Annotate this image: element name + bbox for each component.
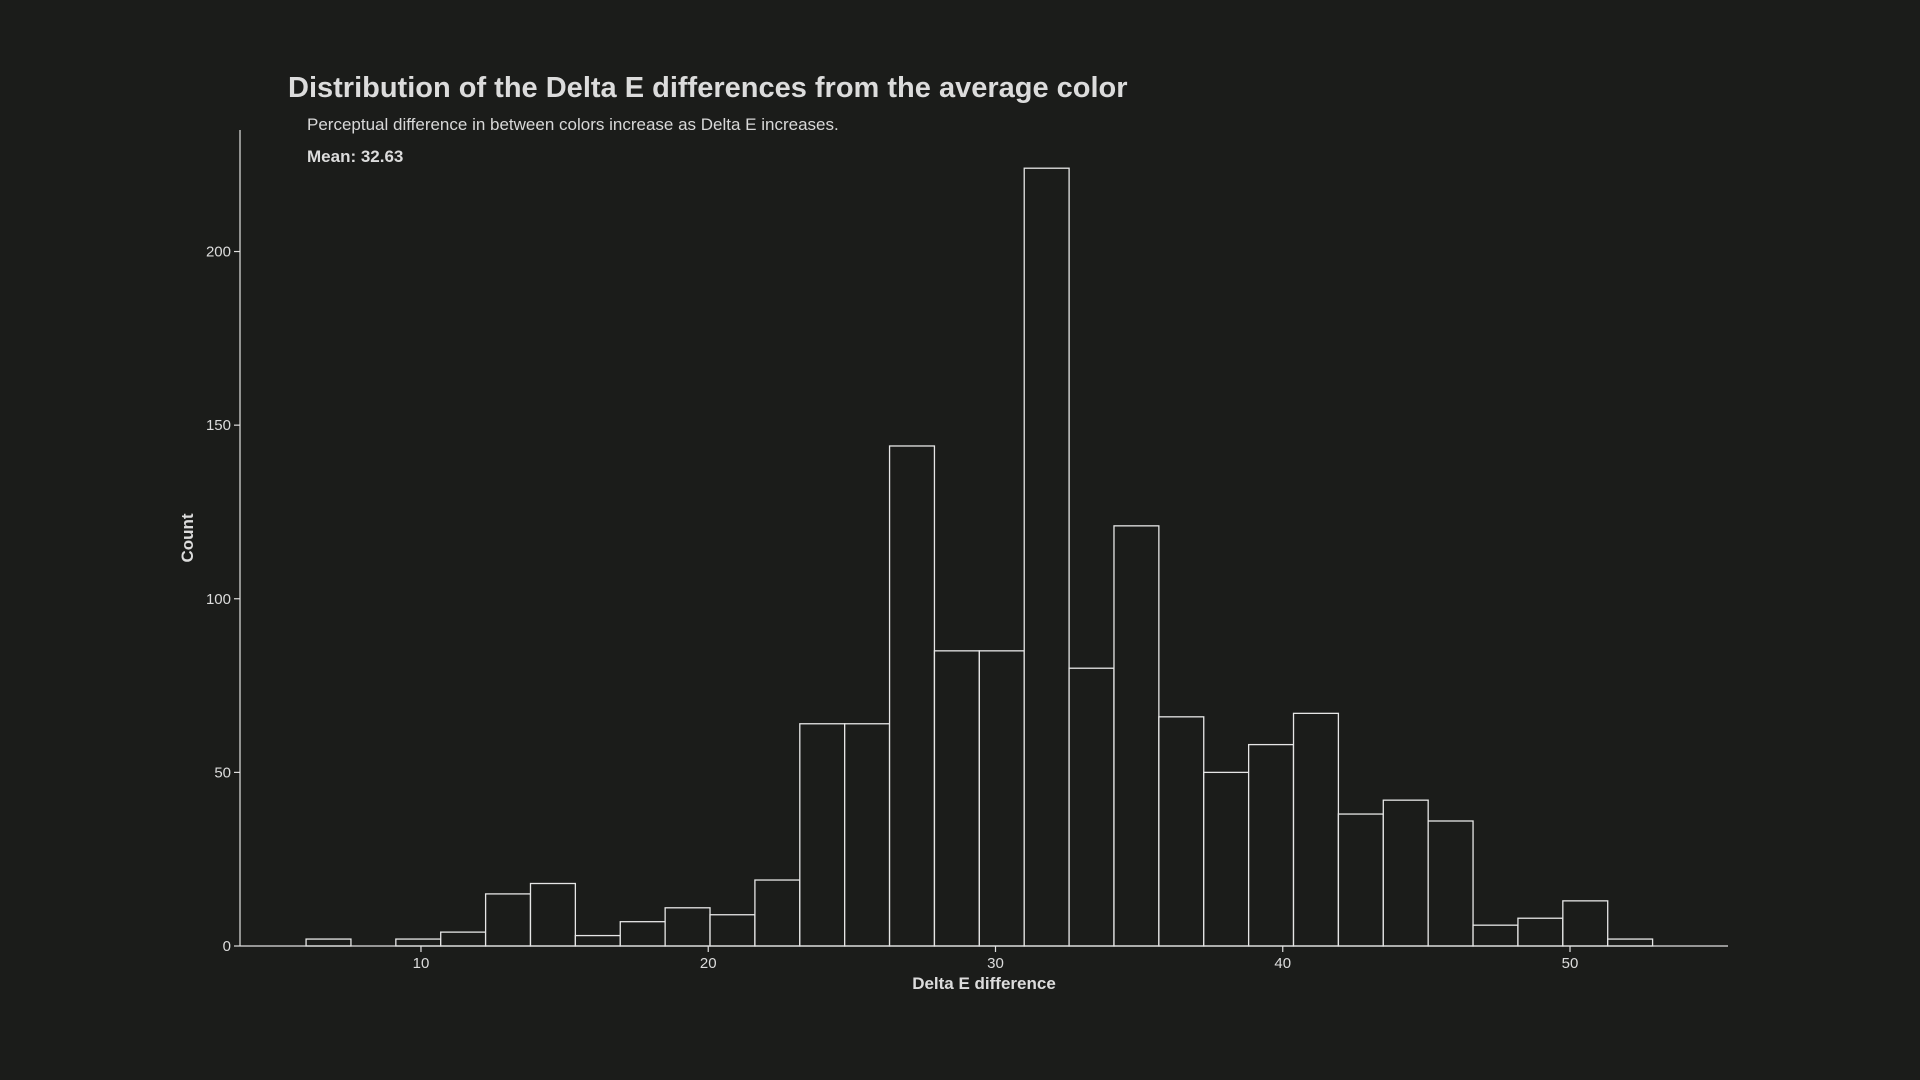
histogram-bar bbox=[1247, 743, 1295, 947]
x-axis-label: Delta E difference bbox=[912, 974, 1056, 993]
x-tick-label: 30 bbox=[987, 955, 1004, 972]
y-tick-label: 0 bbox=[223, 938, 231, 955]
histogram-bar bbox=[978, 650, 1025, 947]
histogram-bar bbox=[529, 882, 577, 947]
x-tick-label: 10 bbox=[413, 955, 430, 972]
histogram-bar bbox=[799, 723, 846, 947]
histogram-bar bbox=[1292, 712, 1340, 947]
histogram-bar bbox=[440, 931, 487, 947]
histogram-bar bbox=[1427, 820, 1474, 947]
x-axis-ticks: 10 20 30 40 50 bbox=[413, 946, 1579, 972]
x-tick-label: 20 bbox=[700, 955, 717, 972]
y-tick-label: 200 bbox=[206, 244, 231, 261]
histogram-bar bbox=[709, 914, 756, 947]
y-tick-label: 100 bbox=[206, 591, 231, 608]
histogram-bar bbox=[1382, 799, 1429, 947]
histogram-bar bbox=[754, 879, 801, 947]
histogram-bar bbox=[1068, 667, 1115, 947]
histogram-bar bbox=[574, 934, 621, 947]
histogram-bar bbox=[1337, 813, 1384, 947]
histogram-bar bbox=[933, 650, 980, 947]
x-tick-label: 40 bbox=[1274, 955, 1291, 972]
y-tick-label: 150 bbox=[206, 417, 231, 434]
histogram-bar bbox=[1472, 924, 1519, 947]
histogram-bars bbox=[305, 167, 1654, 947]
histogram-bar bbox=[619, 921, 666, 947]
y-axis-label: Count bbox=[178, 513, 197, 562]
histogram-bar bbox=[664, 907, 711, 947]
histogram-bar bbox=[484, 893, 532, 947]
mean-annotation: Mean: 32.63 bbox=[307, 147, 403, 166]
histogram-bar bbox=[1607, 938, 1654, 947]
histogram-bar bbox=[888, 445, 936, 947]
histogram-bar bbox=[305, 938, 352, 947]
histogram-bar bbox=[395, 938, 442, 947]
x-tick-label: 50 bbox=[1562, 955, 1579, 972]
chart-subtitle: Perceptual difference in between colors … bbox=[307, 115, 839, 134]
chart-title: Distribution of the Delta E differences … bbox=[288, 72, 1128, 104]
histogram-bar bbox=[1203, 771, 1250, 947]
histogram-bar bbox=[1562, 900, 1609, 947]
y-axis-ticks: 0 50 100 150 200 bbox=[206, 244, 240, 955]
histogram-bar bbox=[844, 723, 891, 947]
y-tick-label: 50 bbox=[214, 764, 231, 781]
histogram-bar bbox=[1113, 525, 1160, 947]
histogram-bar bbox=[1023, 167, 1070, 947]
histogram-bar bbox=[1158, 716, 1205, 947]
histogram-bar bbox=[1517, 917, 1564, 947]
